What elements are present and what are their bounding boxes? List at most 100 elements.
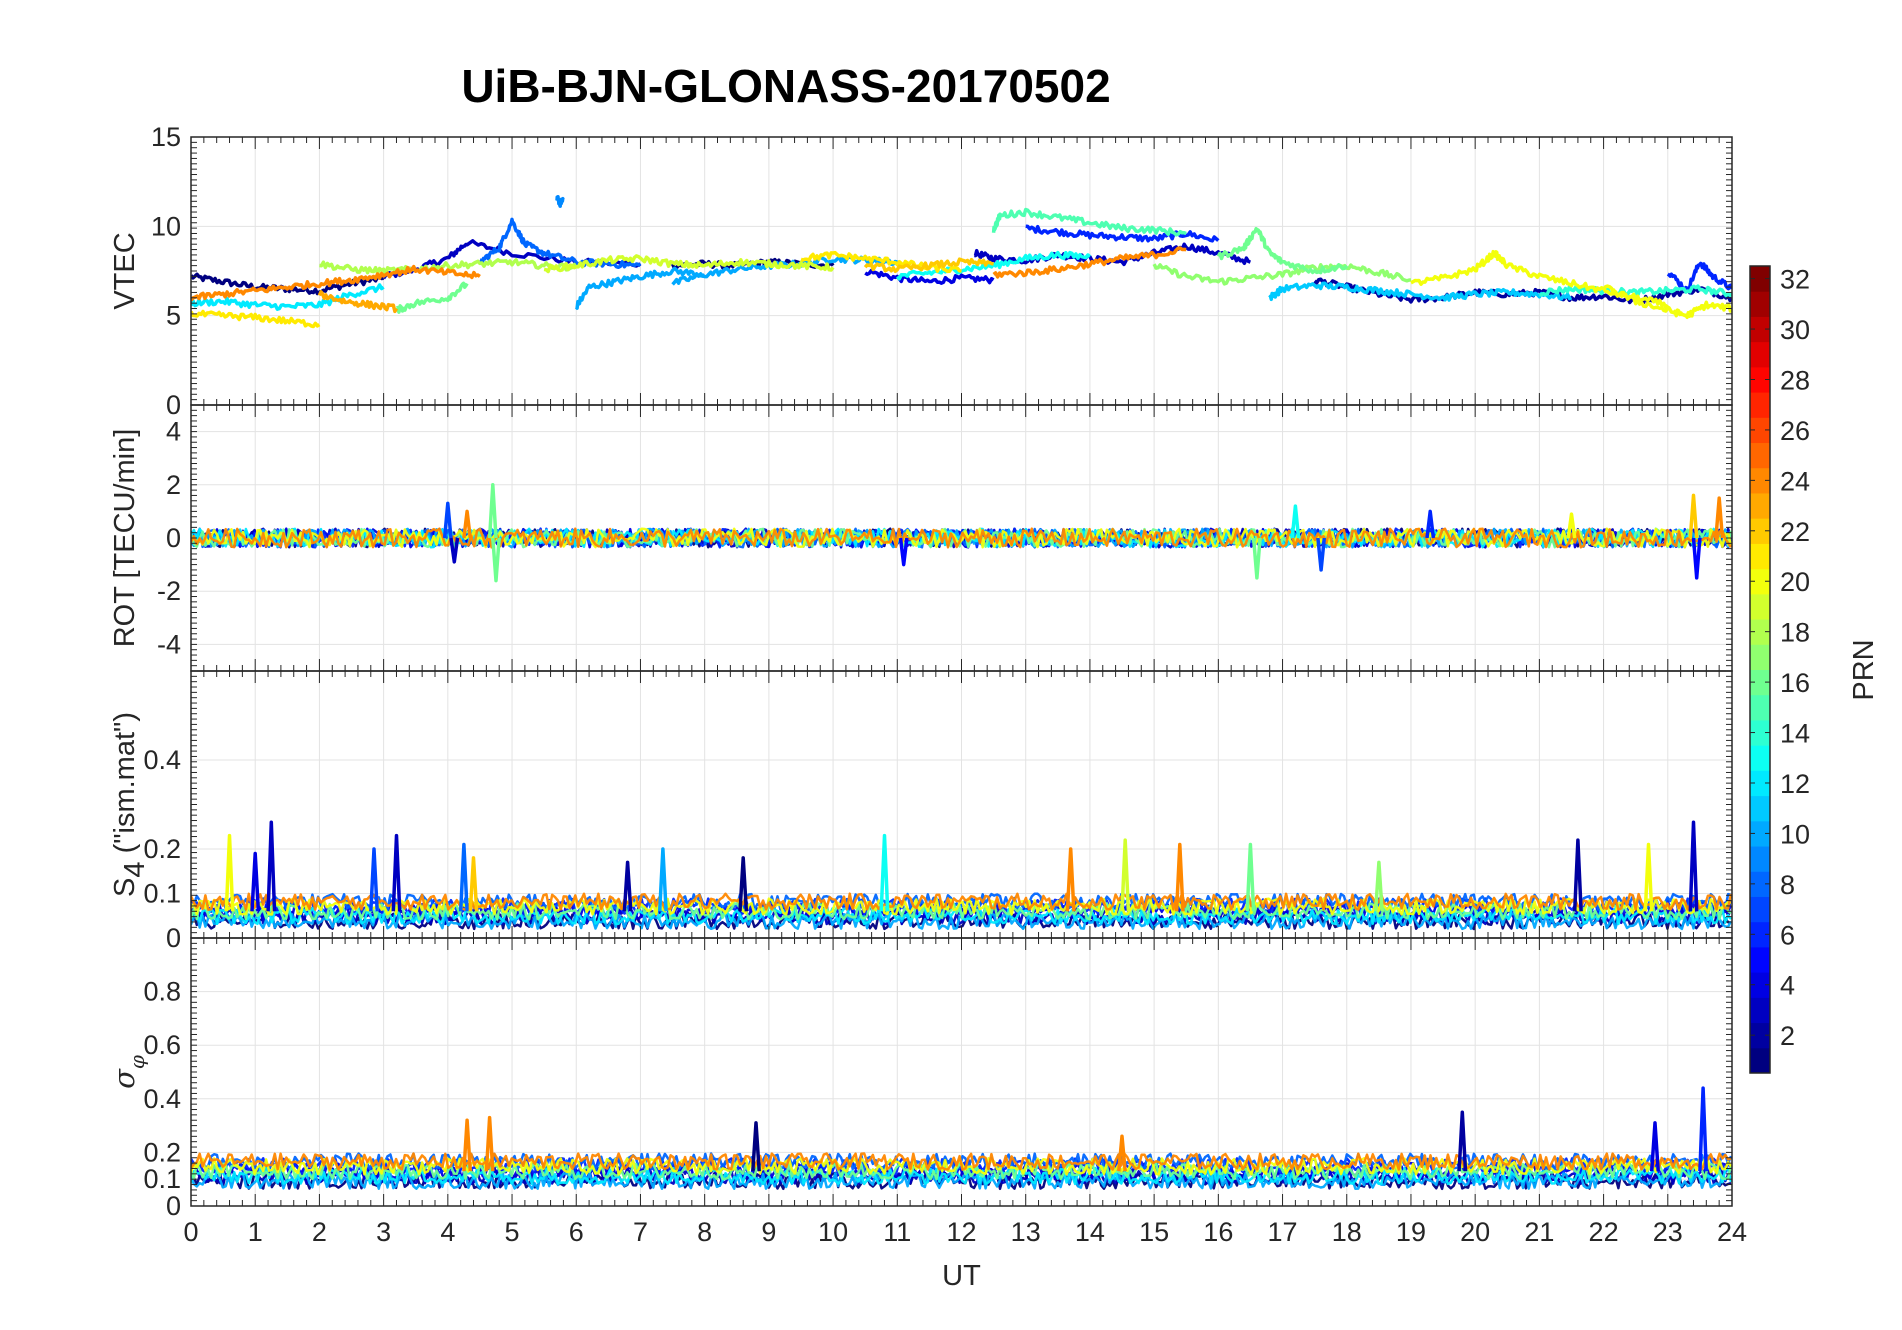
series-line-prn-11 xyxy=(1268,281,1573,302)
colorbar-segment xyxy=(1750,997,1770,1024)
series-line-prn-19 xyxy=(543,254,835,274)
y-tick-label: 0.2 xyxy=(143,834,181,864)
colorbar-segment xyxy=(1750,593,1770,620)
noise-trace-prn-12 xyxy=(191,1166,1732,1186)
colorbar-segment xyxy=(1750,266,1770,292)
y-tick-label: 0 xyxy=(166,1191,181,1221)
spike-mark xyxy=(1698,1086,1709,1172)
y-tick-label: 0.1 xyxy=(143,879,181,909)
colorbar-segment xyxy=(1750,669,1770,696)
y-axis-label: σφ xyxy=(107,1055,149,1089)
y-tick-label: 0.6 xyxy=(143,1030,181,1060)
traces xyxy=(191,1086,1732,1191)
colorbar-segment xyxy=(1750,946,1770,973)
spike-mark xyxy=(898,537,909,567)
colorbar-segment xyxy=(1750,972,1770,998)
colorbar-segments xyxy=(1750,266,1770,1074)
noise-trace-prn-24 xyxy=(191,1152,1732,1171)
traces xyxy=(191,195,1732,329)
x-tick-label: 6 xyxy=(569,1217,584,1247)
x-tick-label: 3 xyxy=(376,1217,391,1247)
y-tick-label: 0.1 xyxy=(143,1164,181,1194)
colorbar-segment xyxy=(1750,820,1770,847)
x-tick-label: 5 xyxy=(505,1217,520,1247)
spike-mark xyxy=(1245,842,1256,912)
spike-mark xyxy=(468,856,479,912)
y-tick-label: 15 xyxy=(151,122,181,152)
spike-mark xyxy=(1691,537,1702,580)
x-tick-label: 21 xyxy=(1524,1217,1554,1247)
spike-mark xyxy=(462,509,473,539)
spike-mark xyxy=(622,860,633,912)
colorbar-tick-label: 28 xyxy=(1780,365,1810,395)
series-line-prn-24 xyxy=(191,264,481,302)
x-tick-label: 22 xyxy=(1589,1217,1619,1247)
y-tick-label: 0 xyxy=(166,923,181,953)
spike-mark xyxy=(224,833,235,912)
x-axis-label: UT xyxy=(942,1260,981,1292)
y-axis-label: ROT [TECU/min] xyxy=(109,429,141,648)
spike-mark xyxy=(484,1115,495,1172)
colorbar-tick-label: 2 xyxy=(1780,1021,1795,1051)
colorbar-label: PRN xyxy=(1848,639,1880,700)
colorbar-segment xyxy=(1750,896,1770,923)
series-line-prn-22 xyxy=(863,257,994,274)
series-line-prn-18 xyxy=(319,258,578,276)
spike-mark xyxy=(1065,847,1076,912)
series-line-prn-9 xyxy=(555,195,565,208)
series-line-prn-8 xyxy=(479,217,642,270)
colorbar-segment xyxy=(1750,846,1770,872)
spike-mark xyxy=(1714,496,1725,539)
series-line-prn-16 xyxy=(395,281,469,314)
traces xyxy=(191,483,1732,583)
colorbar-segment xyxy=(1750,366,1770,393)
spike-mark xyxy=(1120,838,1131,912)
x-tick-label: 0 xyxy=(183,1217,198,1247)
y-tick-label: 4 xyxy=(166,417,181,447)
series-line-prn-12 xyxy=(191,283,385,311)
y-tick-label: 0 xyxy=(166,390,181,420)
y-axis-label: VTEC xyxy=(109,232,141,309)
colorbar-tick-label: 24 xyxy=(1780,466,1810,496)
colorbar-segment xyxy=(1750,467,1770,494)
y-tick-label: 0.4 xyxy=(143,1084,181,1114)
spike-mark xyxy=(1373,860,1384,912)
spike-mark xyxy=(657,847,668,912)
y-tick-label: 0.2 xyxy=(143,1137,181,1167)
series-line-prn-20 xyxy=(1602,284,1732,320)
spike-mark xyxy=(487,483,498,539)
colorbar-segment xyxy=(1750,518,1770,544)
y-tick-label: -4 xyxy=(157,629,181,659)
x-tick-label: 9 xyxy=(761,1217,776,1247)
y-tick-label: 0.8 xyxy=(143,977,181,1007)
spike-mark xyxy=(1643,842,1654,912)
spike-mark xyxy=(1572,838,1583,912)
y-tick-label: 0.4 xyxy=(143,745,181,775)
spike-mark xyxy=(1251,537,1262,580)
spike-mark xyxy=(1566,512,1577,539)
noise-trace-prn-24 xyxy=(191,527,1732,549)
spike-mark xyxy=(449,537,460,564)
spike-mark xyxy=(250,851,261,912)
series-line-prn-15 xyxy=(991,207,1187,237)
colorbar-segment xyxy=(1750,568,1770,595)
series-line-prn-6 xyxy=(1025,224,1220,243)
series-line-prn-16 xyxy=(1216,226,1349,275)
y-axis-label: S4 ("ism.mat") xyxy=(109,712,151,897)
spike-mark xyxy=(1174,842,1185,912)
colorbar-segment xyxy=(1750,1047,1770,1074)
colorbar-tick-label: 14 xyxy=(1780,719,1810,749)
series-line-prn-14 xyxy=(1539,284,1732,298)
panel-s4: 0 0.1 0.2 0.4S4 ("ism.mat") xyxy=(109,670,1733,953)
x-tick-label: 7 xyxy=(633,1217,648,1247)
colorbar-tick-label: 4 xyxy=(1780,971,1795,1001)
colorbar-tick-label: 32 xyxy=(1780,265,1810,295)
panel-rot: -4 -2 0 2 4 ROT [TECU/min] xyxy=(109,404,1733,672)
spike-mark xyxy=(1649,1121,1660,1172)
colorbar-tick-label: 16 xyxy=(1780,668,1810,698)
colorbar-segment xyxy=(1750,543,1770,570)
colorbar-segment xyxy=(1750,341,1770,368)
colorbar-tick-label: 12 xyxy=(1780,769,1810,799)
